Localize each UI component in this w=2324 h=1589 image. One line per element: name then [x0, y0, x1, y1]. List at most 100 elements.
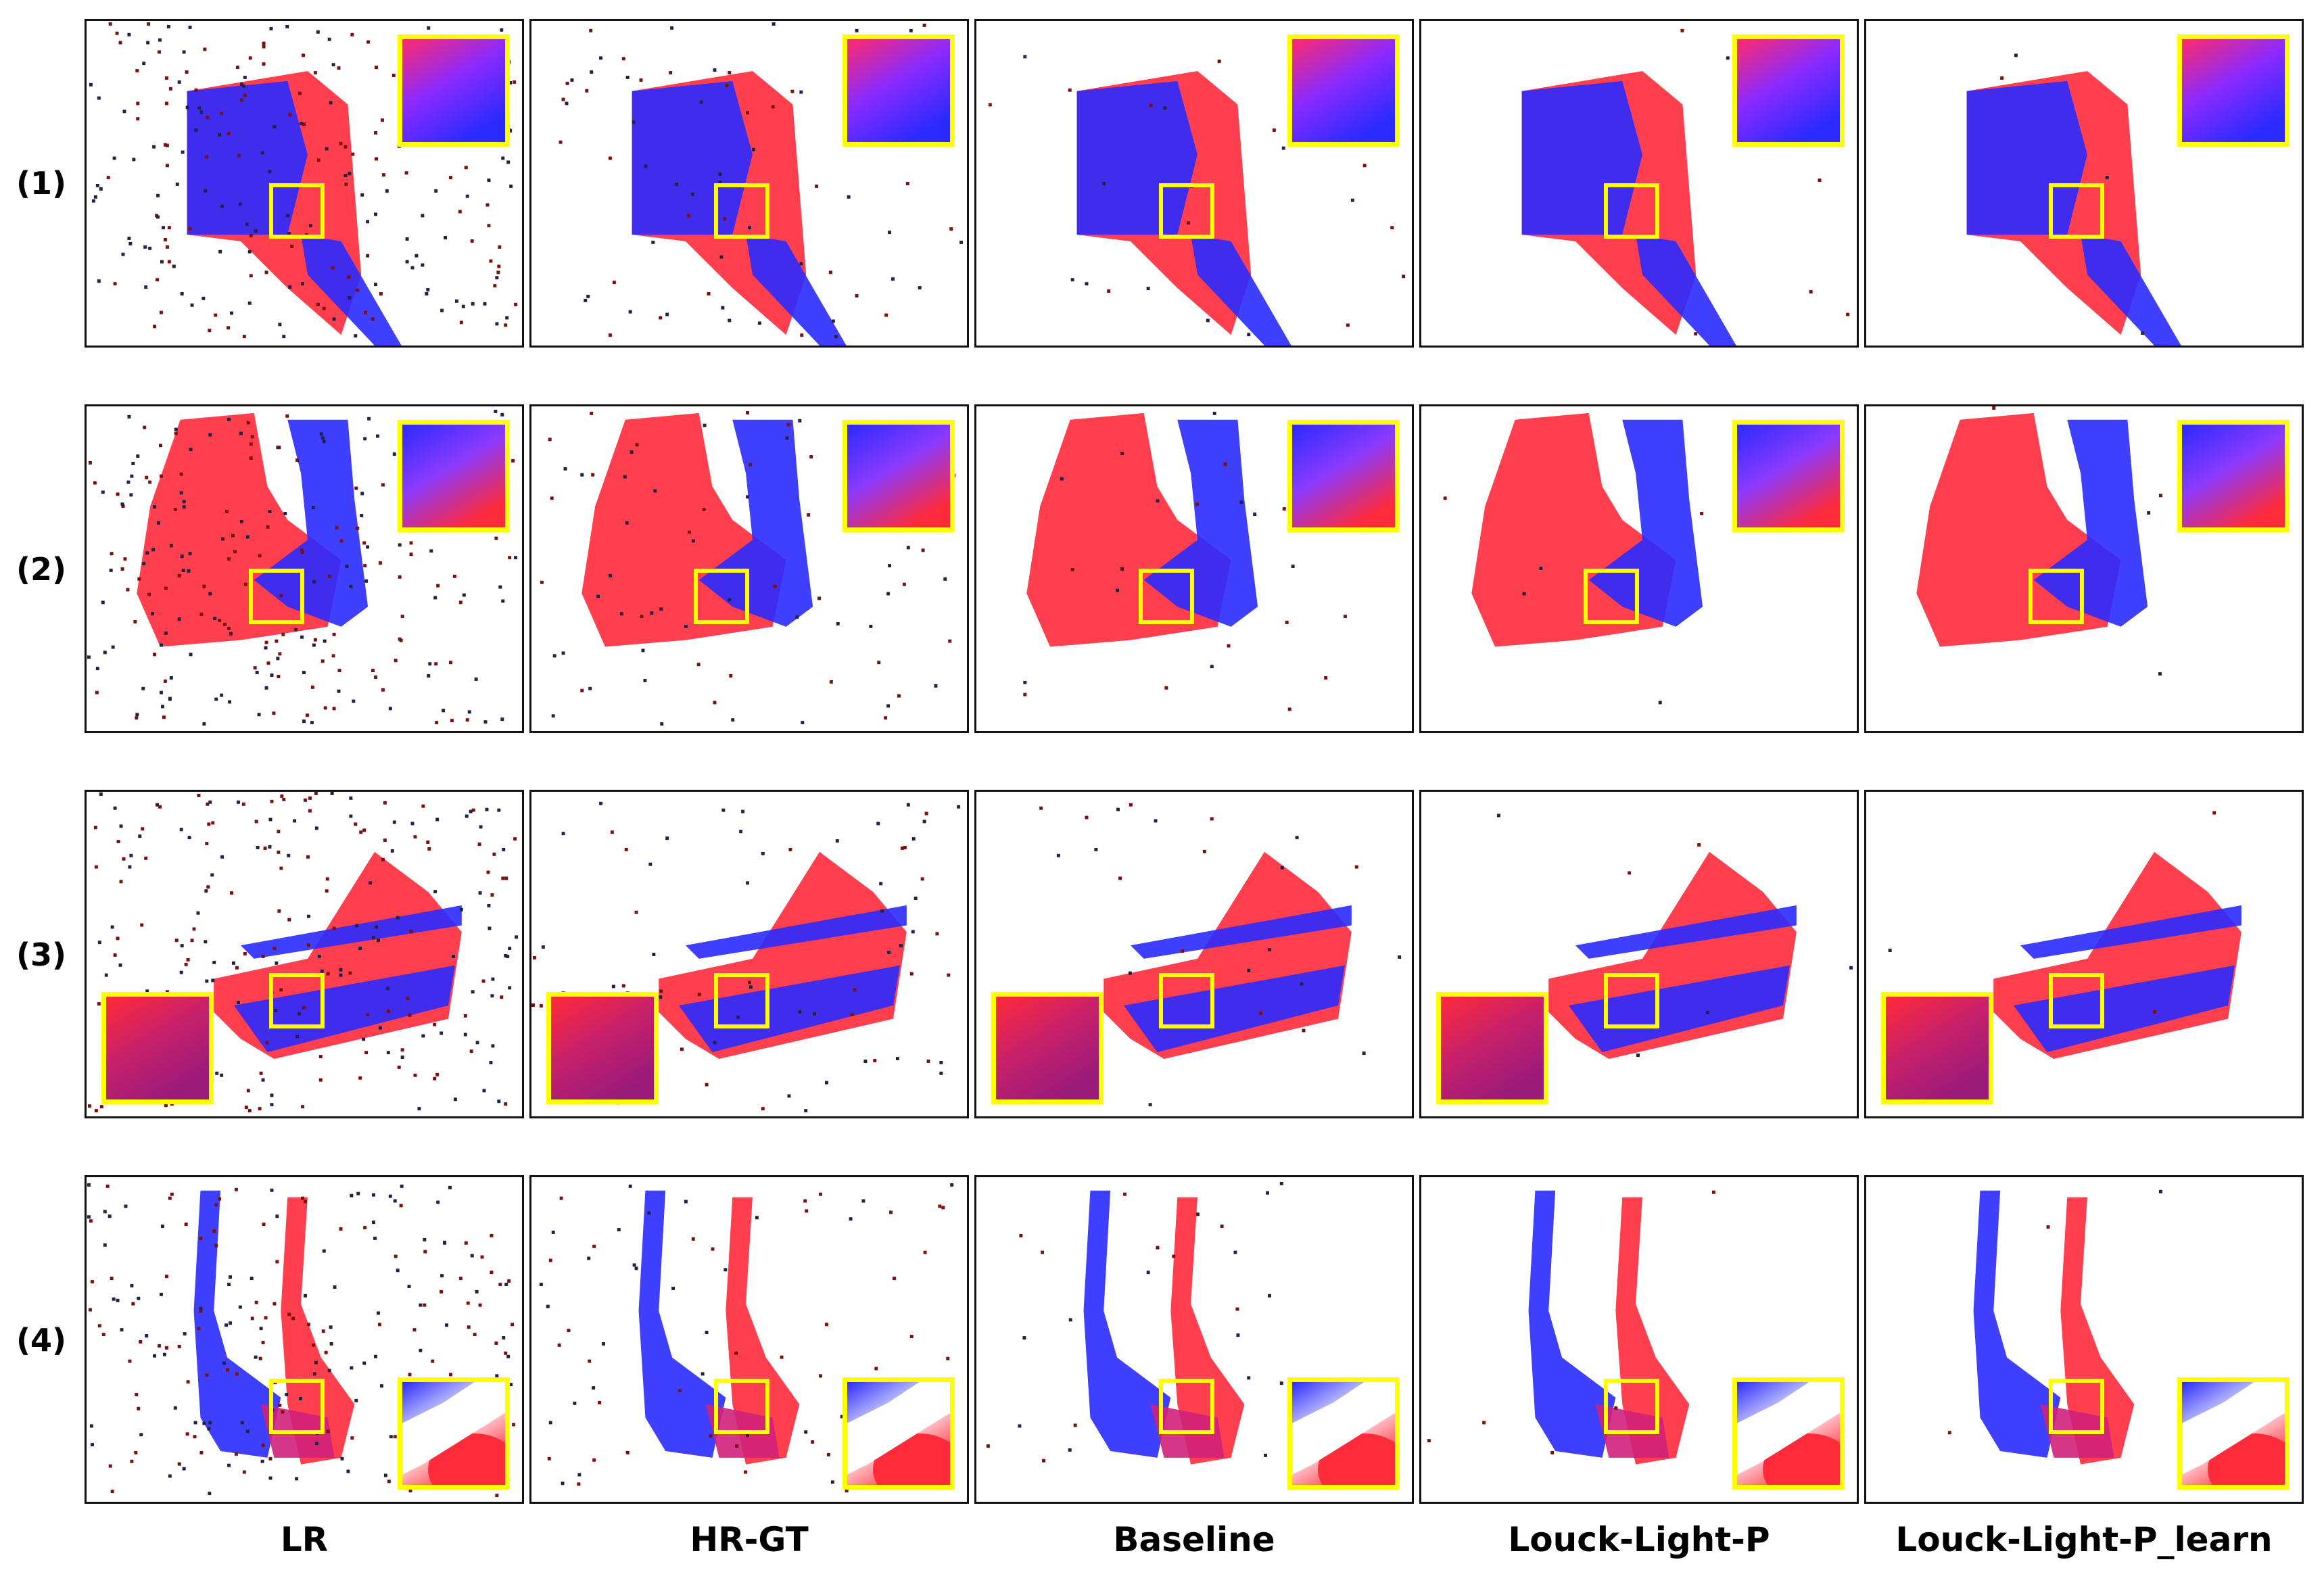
- noise-event: [651, 240, 655, 244]
- noise-event: [687, 530, 691, 534]
- noise-event: [241, 802, 245, 806]
- noise-event: [227, 1463, 231, 1467]
- noise-event: [513, 837, 517, 841]
- noise-event: [138, 834, 142, 838]
- noise-event: [506, 1354, 511, 1358]
- noise-event: [244, 1106, 248, 1110]
- noise-event: [491, 1044, 495, 1048]
- noise-event: [188, 227, 192, 231]
- noise-event: [378, 1026, 382, 1030]
- noise-event: [376, 434, 379, 438]
- noise-event: [87, 1215, 91, 1219]
- noise-event: [465, 718, 469, 722]
- noise-event: [1614, 1406, 1618, 1410]
- noise-event: [375, 925, 378, 929]
- noise-event: [174, 939, 179, 943]
- noise-event: [1324, 676, 1328, 680]
- noise-event: [557, 1343, 561, 1347]
- noise-event: [325, 889, 329, 893]
- event-region: [698, 419, 813, 627]
- noise-event: [442, 709, 446, 713]
- noise-event: [270, 1093, 274, 1097]
- panel-row3-louck-light-p: [1419, 790, 1859, 1118]
- noise-event: [1235, 1307, 1239, 1311]
- noise-event: [374, 283, 377, 287]
- noise-event: [2158, 1189, 2162, 1193]
- noise-event: [182, 500, 186, 504]
- noise-event: [170, 1192, 174, 1196]
- noise-event: [911, 930, 915, 934]
- noise-event: [592, 1386, 596, 1390]
- noise-event: [746, 881, 749, 885]
- event-region: [2013, 965, 2235, 1053]
- noise-event: [436, 1200, 440, 1204]
- noise-event: [1390, 226, 1394, 230]
- zoom-inset: [1287, 420, 1400, 532]
- noise-event: [235, 66, 239, 70]
- noise-event: [1849, 966, 1853, 970]
- noise-event: [381, 173, 385, 177]
- noise-event: [483, 720, 488, 724]
- noise-event: [938, 1204, 942, 1208]
- noise-event: [188, 25, 192, 29]
- noise-event: [179, 828, 183, 832]
- noise-event: [435, 721, 439, 725]
- noise-event: [261, 954, 265, 958]
- noise-event: [210, 873, 214, 877]
- noise-event: [501, 876, 505, 880]
- noise-event: [621, 57, 625, 61]
- event-region: [240, 905, 462, 959]
- zoom-inset: [398, 1377, 510, 1490]
- noise-event: [909, 28, 913, 32]
- noise-event: [467, 1325, 471, 1329]
- noise-event: [1711, 1190, 1715, 1194]
- noise-event: [495, 1494, 499, 1498]
- noise-event: [245, 535, 250, 539]
- noise-event: [718, 172, 722, 176]
- noise-event: [326, 972, 330, 976]
- noise-event: [218, 250, 222, 254]
- zoom-inset: [1436, 992, 1548, 1104]
- noise-event: [264, 686, 268, 690]
- noise-event: [634, 910, 638, 914]
- noise-event: [1116, 807, 1120, 811]
- noise-event: [374, 212, 377, 216]
- noise-event: [151, 548, 156, 552]
- panel-row4-louck-light-p-learn: [1864, 1175, 2304, 1504]
- noise-event: [1354, 865, 1358, 869]
- noise-event: [285, 414, 289, 418]
- noise-event: [508, 556, 512, 560]
- noise-event: [490, 893, 494, 897]
- noise-event: [356, 526, 360, 530]
- noise-event: [739, 830, 743, 834]
- noise-event: [204, 889, 208, 893]
- event-region: [1973, 1190, 2061, 1458]
- noise-event: [2158, 672, 2162, 676]
- noise-event: [1116, 588, 1120, 592]
- row-label-4: (4): [16, 1322, 67, 1358]
- noise-event: [1187, 221, 1191, 225]
- noise-event: [588, 686, 592, 690]
- zoom-inset: [2177, 420, 2290, 532]
- noise-event: [359, 830, 363, 834]
- noise-event: [231, 961, 235, 965]
- noise-event: [628, 310, 632, 314]
- noise-event: [906, 546, 910, 550]
- noise-event: [454, 299, 458, 303]
- noise-event: [116, 492, 120, 496]
- noise-event: [208, 592, 212, 596]
- noise-event: [409, 552, 413, 556]
- noise-event: [340, 1456, 344, 1461]
- noise-event: [466, 1301, 470, 1305]
- roi-box: [2029, 569, 2084, 624]
- noise-event: [302, 53, 305, 57]
- event-image: [1039, 803, 1402, 1107]
- noise-event: [302, 671, 306, 675]
- panel-row2-baseline: [974, 404, 1414, 733]
- noise-event: [366, 40, 371, 44]
- noise-event: [1094, 847, 1098, 851]
- panel-row2-hr-gt: [529, 404, 969, 733]
- noise-event: [497, 264, 501, 268]
- noise-event: [398, 543, 402, 547]
- noise-event: [624, 847, 628, 851]
